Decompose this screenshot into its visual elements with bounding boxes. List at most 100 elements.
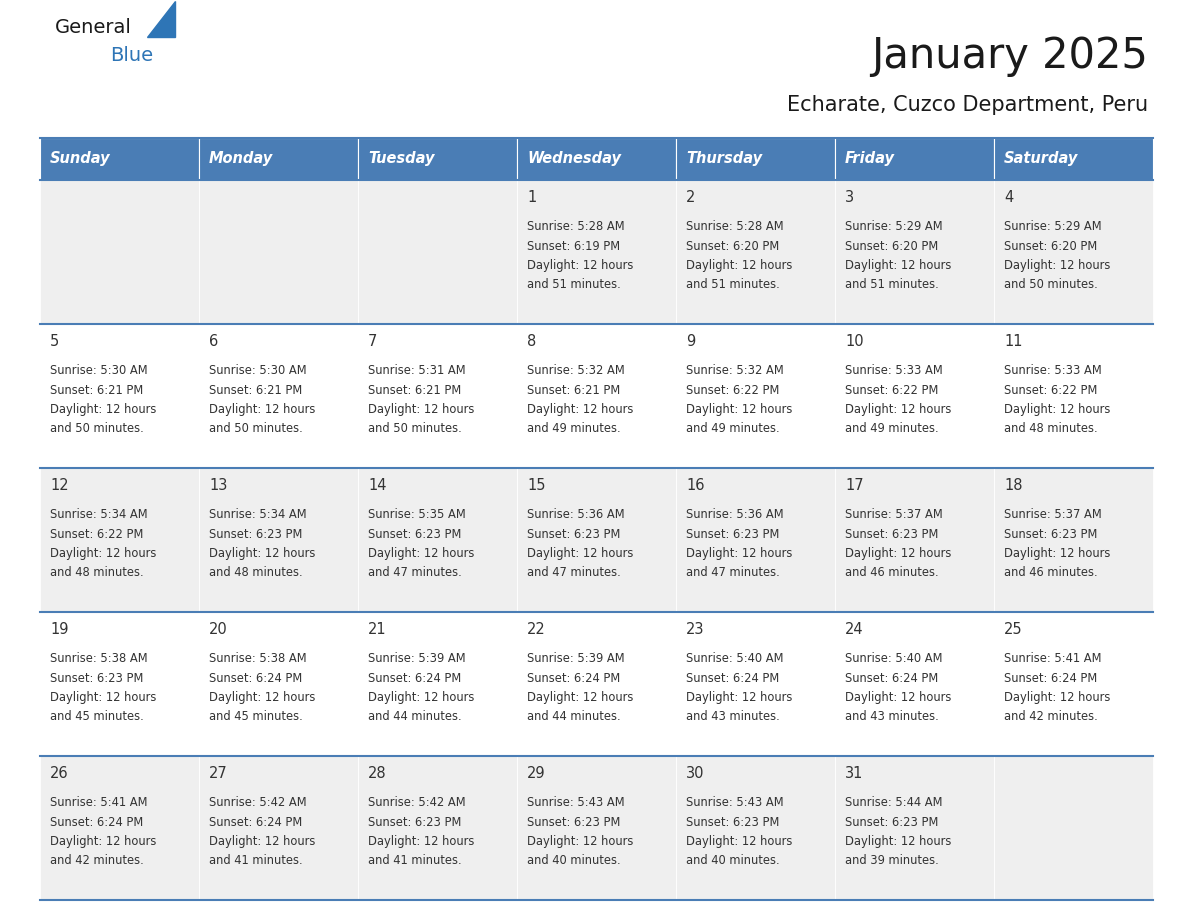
Text: Sunset: 6:24 PM: Sunset: 6:24 PM — [368, 671, 461, 685]
Text: Sunset: 6:21 PM: Sunset: 6:21 PM — [209, 384, 302, 397]
Text: Sunrise: 5:33 AM: Sunrise: 5:33 AM — [845, 364, 943, 377]
Text: Sunset: 6:20 PM: Sunset: 6:20 PM — [685, 240, 779, 252]
Text: Sunset: 6:19 PM: Sunset: 6:19 PM — [527, 240, 620, 252]
Text: Sunset: 6:22 PM: Sunset: 6:22 PM — [1004, 384, 1098, 397]
Text: and 50 minutes.: and 50 minutes. — [50, 422, 144, 435]
Text: and 51 minutes.: and 51 minutes. — [845, 278, 939, 292]
Bar — [200, 180, 358, 324]
Bar — [40, 138, 200, 180]
Text: Daylight: 12 hours: Daylight: 12 hours — [50, 691, 157, 704]
Text: Daylight: 12 hours: Daylight: 12 hours — [527, 259, 633, 272]
Text: Sunset: 6:20 PM: Sunset: 6:20 PM — [845, 240, 939, 252]
Text: Daylight: 12 hours: Daylight: 12 hours — [685, 547, 792, 560]
Text: and 50 minutes.: and 50 minutes. — [368, 422, 462, 435]
Text: and 48 minutes.: and 48 minutes. — [1004, 422, 1098, 435]
Text: Sunset: 6:23 PM: Sunset: 6:23 PM — [368, 815, 461, 829]
Text: 26: 26 — [50, 766, 69, 781]
Text: Daylight: 12 hours: Daylight: 12 hours — [50, 403, 157, 416]
Text: 7: 7 — [368, 334, 378, 349]
Text: Sunrise: 5:29 AM: Sunrise: 5:29 AM — [1004, 220, 1101, 233]
Bar — [994, 324, 1154, 468]
Text: and 47 minutes.: and 47 minutes. — [685, 566, 779, 579]
Text: Daylight: 12 hours: Daylight: 12 hours — [845, 547, 952, 560]
Text: Echarate, Cuzco Department, Peru: Echarate, Cuzco Department, Peru — [786, 95, 1148, 115]
Text: January 2025: January 2025 — [871, 35, 1148, 77]
Text: Sunrise: 5:44 AM: Sunrise: 5:44 AM — [845, 796, 942, 809]
Text: Daylight: 12 hours: Daylight: 12 hours — [527, 547, 633, 560]
Text: Sunrise: 5:42 AM: Sunrise: 5:42 AM — [209, 796, 307, 809]
Text: Daylight: 12 hours: Daylight: 12 hours — [1004, 691, 1111, 704]
Text: 31: 31 — [845, 766, 864, 781]
Bar — [994, 138, 1154, 180]
Text: 14: 14 — [368, 478, 386, 493]
Text: Daylight: 12 hours: Daylight: 12 hours — [368, 691, 474, 704]
Text: and 39 minutes.: and 39 minutes. — [845, 855, 939, 868]
Text: Sunrise: 5:30 AM: Sunrise: 5:30 AM — [209, 364, 307, 377]
Bar — [200, 138, 358, 180]
Text: Daylight: 12 hours: Daylight: 12 hours — [1004, 403, 1111, 416]
Text: Daylight: 12 hours: Daylight: 12 hours — [845, 691, 952, 704]
Text: 1: 1 — [527, 190, 536, 205]
Text: and 43 minutes.: and 43 minutes. — [845, 711, 939, 723]
Bar — [676, 468, 835, 612]
Text: Sunset: 6:23 PM: Sunset: 6:23 PM — [845, 528, 939, 541]
Text: Sunset: 6:21 PM: Sunset: 6:21 PM — [527, 384, 620, 397]
Bar — [200, 324, 358, 468]
Text: Sunrise: 5:36 AM: Sunrise: 5:36 AM — [685, 508, 784, 521]
Text: Sunrise: 5:43 AM: Sunrise: 5:43 AM — [685, 796, 784, 809]
Bar — [200, 756, 358, 900]
Text: 16: 16 — [685, 478, 704, 493]
Bar — [835, 612, 994, 756]
Text: and 45 minutes.: and 45 minutes. — [209, 711, 303, 723]
Text: and 47 minutes.: and 47 minutes. — [368, 566, 462, 579]
Bar — [40, 468, 200, 612]
Text: Sunrise: 5:40 AM: Sunrise: 5:40 AM — [845, 652, 942, 665]
Text: Sunrise: 5:29 AM: Sunrise: 5:29 AM — [845, 220, 942, 233]
Text: Daylight: 12 hours: Daylight: 12 hours — [368, 547, 474, 560]
Bar — [676, 138, 835, 180]
Text: Daylight: 12 hours: Daylight: 12 hours — [368, 403, 474, 416]
Text: Sunrise: 5:31 AM: Sunrise: 5:31 AM — [368, 364, 466, 377]
Text: 20: 20 — [209, 622, 228, 637]
Bar — [517, 180, 676, 324]
Bar — [358, 138, 517, 180]
Text: Sunrise: 5:33 AM: Sunrise: 5:33 AM — [1004, 364, 1101, 377]
Bar — [358, 612, 517, 756]
Text: and 40 minutes.: and 40 minutes. — [685, 855, 779, 868]
Text: and 44 minutes.: and 44 minutes. — [368, 711, 462, 723]
Text: and 43 minutes.: and 43 minutes. — [685, 711, 779, 723]
Bar — [835, 756, 994, 900]
Bar — [358, 756, 517, 900]
Bar — [200, 612, 358, 756]
Text: Daylight: 12 hours: Daylight: 12 hours — [685, 835, 792, 848]
Text: Sunset: 6:23 PM: Sunset: 6:23 PM — [685, 528, 779, 541]
Bar — [358, 180, 517, 324]
Text: Sunrise: 5:36 AM: Sunrise: 5:36 AM — [527, 508, 625, 521]
Text: and 48 minutes.: and 48 minutes. — [209, 566, 303, 579]
Text: 8: 8 — [527, 334, 536, 349]
Text: Daylight: 12 hours: Daylight: 12 hours — [209, 547, 315, 560]
Text: Sunset: 6:24 PM: Sunset: 6:24 PM — [845, 671, 939, 685]
Text: Monday: Monday — [209, 151, 273, 166]
Text: Sunrise: 5:28 AM: Sunrise: 5:28 AM — [527, 220, 625, 233]
Text: 25: 25 — [1004, 622, 1023, 637]
Text: Blue: Blue — [110, 46, 153, 65]
Text: and 49 minutes.: and 49 minutes. — [685, 422, 779, 435]
Text: 24: 24 — [845, 622, 864, 637]
Bar — [200, 468, 358, 612]
Text: Sunrise: 5:39 AM: Sunrise: 5:39 AM — [368, 652, 466, 665]
Bar — [517, 324, 676, 468]
Text: Sunrise: 5:32 AM: Sunrise: 5:32 AM — [685, 364, 784, 377]
Text: Sunset: 6:24 PM: Sunset: 6:24 PM — [685, 671, 779, 685]
Text: Daylight: 12 hours: Daylight: 12 hours — [209, 403, 315, 416]
Text: and 44 minutes.: and 44 minutes. — [527, 711, 620, 723]
Text: General: General — [55, 18, 132, 37]
Text: Sunset: 6:24 PM: Sunset: 6:24 PM — [209, 815, 302, 829]
Text: Daylight: 12 hours: Daylight: 12 hours — [527, 835, 633, 848]
Bar — [517, 612, 676, 756]
Text: 28: 28 — [368, 766, 386, 781]
Bar — [517, 138, 676, 180]
Bar — [994, 468, 1154, 612]
Text: and 41 minutes.: and 41 minutes. — [368, 855, 462, 868]
Text: 17: 17 — [845, 478, 864, 493]
